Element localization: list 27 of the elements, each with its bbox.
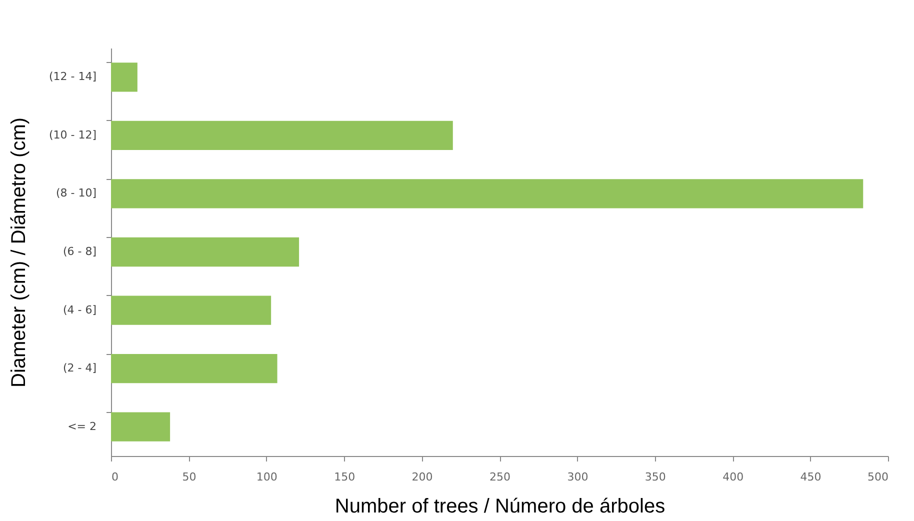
x-axis-title: Number of trees / Número de árboles bbox=[334, 496, 666, 518]
bar bbox=[111, 120, 453, 150]
y-tick-label: (8 - 10] bbox=[56, 186, 96, 200]
bar bbox=[111, 296, 272, 325]
y-tick-label: (12 - 14] bbox=[48, 70, 96, 84]
x-tick-label: 300 bbox=[567, 470, 588, 484]
x-tick-label: 400 bbox=[722, 470, 744, 484]
y-tick-label: (10 - 12] bbox=[48, 128, 96, 142]
y-tick-label: <= 2 bbox=[68, 420, 96, 433]
y-tick-label: (4 - 6] bbox=[62, 303, 96, 316]
x-tick-label: 100 bbox=[256, 470, 278, 484]
x-tick-label: 0 bbox=[112, 470, 118, 484]
y-axis-title: Diameter (cm) / Diámetro (cm) bbox=[8, 117, 30, 388]
x-tick-label: 350 bbox=[644, 470, 666, 484]
bar bbox=[111, 412, 170, 442]
bar bbox=[111, 62, 138, 92]
x-tick-label: 450 bbox=[800, 470, 822, 484]
x-tick-label: 150 bbox=[334, 470, 356, 484]
y-tick-label: (6 - 8] bbox=[62, 245, 96, 258]
bar bbox=[111, 354, 278, 384]
x-tick-label: 500 bbox=[868, 470, 888, 484]
y-tick-label: (2 - 4] bbox=[62, 362, 96, 375]
x-tick-label: 50 bbox=[182, 470, 196, 484]
bar bbox=[111, 179, 864, 208]
x-tick-label: 200 bbox=[412, 470, 433, 484]
bar bbox=[111, 237, 300, 267]
x-tick-label: 250 bbox=[490, 470, 510, 484]
